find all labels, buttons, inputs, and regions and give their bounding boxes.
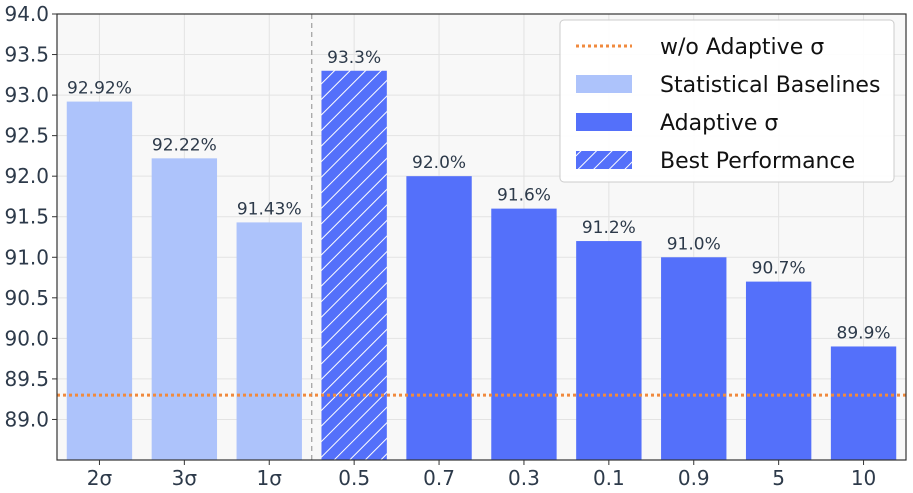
y-tick-label: 93.5 (4, 43, 49, 67)
x-tick-label-5: 0.3 (508, 466, 540, 490)
axes: 89.0 89.5 90.0 90.5 91.0 91.5 92.0 92.5 93.0 93.5… (4, 2, 907, 490)
bar-5 (491, 208, 557, 460)
x-tick-label-7: 0.9 (678, 466, 710, 490)
data-label-8: 90.7% (752, 259, 806, 279)
legend-key-1 (576, 75, 632, 93)
x-tick-label-1: 3σ (172, 466, 198, 490)
axes-frame (56, 13, 907, 461)
data-label-9: 89.9% (837, 323, 891, 343)
bar-2 (236, 222, 302, 460)
y-tick-label: 91.5 (4, 205, 49, 229)
legend-key-2 (576, 113, 632, 131)
data-label-7: 91.0% (667, 234, 721, 254)
bar-7 (661, 257, 727, 460)
bar-1 (151, 158, 218, 461)
y-tick-label: 92.0 (4, 164, 49, 188)
y-tick-label: 90.0 (4, 326, 49, 350)
data-label-2: 91.43% (237, 199, 302, 219)
data-label-3: 93.3% (327, 48, 381, 68)
bar-6 (576, 241, 642, 460)
bar-9 (830, 346, 897, 460)
x-tick-label-2: 1σ (257, 466, 283, 490)
bars (66, 70, 897, 461)
x-tick-label-0: 2σ (87, 466, 113, 490)
legend-label-1: Statistical Baselines (660, 73, 880, 98)
x-tick-label-4: 0.7 (423, 466, 455, 490)
y-tick-label: 94.0 (4, 2, 49, 26)
data-label-4: 92.0% (412, 153, 466, 173)
legend-label-0: w/o Adaptive σ (660, 35, 824, 60)
legend-label-3: Best Performance (660, 149, 855, 174)
x-tick-label-8: 5 (772, 466, 785, 490)
x-tick-label-3: 0.5 (338, 466, 370, 490)
x-tick-label-9: 10 (851, 466, 876, 490)
legend: w/o Adaptive σ Statistical Baselines Adapt… (559, 19, 895, 183)
y-tick-label: 89.5 (4, 367, 49, 391)
y-tick-label: 89.0 (4, 407, 49, 431)
bar-3 (321, 70, 387, 460)
data-label-5: 91.6% (497, 186, 551, 206)
bar-0 (66, 101, 133, 460)
data-label-6: 91.2% (582, 218, 636, 238)
bar-8 (745, 281, 812, 460)
y-tick-label: 90.5 (4, 286, 49, 310)
data-labels: 92.92% 92.22% 91.43% 93.3% 92.0% 91.6% 91.2% 91… (67, 48, 891, 344)
y-tick-label: 91.0 (4, 245, 49, 269)
y-tick-label: 93.0 (4, 83, 49, 107)
legend-key-3 (576, 151, 632, 169)
legend-box (559, 19, 895, 183)
bar-4 (406, 176, 472, 460)
data-label-1: 92.22% (152, 135, 217, 155)
x-tick-label-6: 0.1 (593, 466, 625, 490)
y-tick-label: 92.5 (4, 124, 49, 148)
data-label-0: 92.92% (67, 79, 132, 99)
reference-line-group (57, 14, 906, 460)
legend-label-2: Adaptive σ (660, 111, 778, 136)
